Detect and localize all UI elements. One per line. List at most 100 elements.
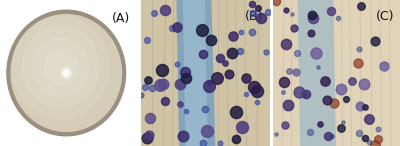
Point — [372, 144, 379, 146]
Text: (C): (C) — [375, 10, 394, 23]
Point — [159, 69, 166, 71]
Point — [217, 142, 224, 144]
Point — [146, 134, 152, 137]
Point — [375, 128, 381, 130]
Point — [280, 91, 286, 93]
Point — [374, 138, 381, 140]
Point — [338, 127, 344, 129]
Point — [356, 48, 362, 50]
Point — [183, 110, 189, 112]
Point — [144, 39, 150, 41]
Point — [286, 70, 292, 72]
Circle shape — [11, 15, 122, 131]
Circle shape — [22, 26, 99, 108]
Point — [233, 111, 239, 113]
Point — [200, 142, 206, 144]
Text: (B): (B) — [245, 10, 264, 23]
Point — [254, 101, 260, 103]
Point — [343, 98, 349, 100]
Point — [201, 108, 208, 110]
Point — [321, 79, 328, 82]
Point — [315, 66, 322, 68]
Circle shape — [33, 38, 88, 96]
Point — [230, 34, 236, 37]
Point — [340, 121, 346, 123]
Point — [151, 12, 157, 15]
Point — [265, 11, 271, 13]
Point — [288, 13, 295, 15]
Point — [309, 16, 316, 19]
Point — [182, 71, 188, 73]
Circle shape — [7, 10, 126, 136]
Point — [243, 77, 250, 79]
Point — [162, 100, 168, 102]
Polygon shape — [298, 0, 336, 146]
Point — [251, 86, 257, 88]
Point — [338, 88, 344, 90]
Point — [335, 16, 341, 19]
Point — [200, 53, 206, 55]
Point — [159, 83, 166, 86]
Point — [327, 10, 334, 13]
Circle shape — [12, 16, 109, 118]
Point — [145, 79, 152, 81]
Point — [182, 77, 189, 80]
Point — [366, 118, 372, 121]
Point — [208, 39, 214, 42]
Point — [138, 94, 144, 96]
Point — [317, 123, 324, 125]
Point — [381, 65, 388, 68]
Point — [358, 5, 364, 7]
Point — [180, 135, 186, 138]
Circle shape — [64, 70, 69, 76]
Point — [142, 86, 148, 88]
Text: (A): (A) — [112, 12, 130, 25]
Point — [362, 137, 368, 139]
Point — [250, 12, 256, 14]
Point — [366, 141, 372, 143]
Point — [249, 31, 255, 33]
Point — [222, 62, 228, 64]
Point — [296, 91, 302, 93]
Point — [281, 81, 287, 83]
Point — [147, 117, 154, 119]
Polygon shape — [183, 0, 208, 146]
Point — [204, 130, 211, 132]
Circle shape — [44, 50, 77, 85]
Point — [238, 31, 244, 33]
Point — [243, 92, 250, 95]
Point — [308, 32, 314, 34]
Point — [263, 51, 270, 53]
Point — [236, 50, 243, 52]
Point — [216, 57, 223, 59]
Point — [309, 13, 315, 16]
Point — [149, 87, 155, 89]
Point — [331, 101, 338, 104]
Point — [349, 80, 356, 82]
Point — [356, 105, 363, 107]
Point — [161, 9, 168, 11]
Point — [168, 27, 175, 29]
Point — [249, 2, 255, 5]
Point — [282, 42, 289, 45]
Point — [356, 132, 362, 134]
Point — [254, 89, 260, 92]
Point — [198, 29, 205, 32]
Point — [291, 27, 298, 29]
Point — [329, 135, 335, 137]
Point — [239, 126, 245, 128]
Point — [293, 71, 299, 73]
Point — [324, 99, 330, 101]
Point — [301, 93, 307, 96]
Point — [174, 26, 180, 29]
Point — [177, 103, 184, 105]
Point — [285, 104, 292, 106]
Point — [255, 7, 262, 9]
Point — [273, 0, 279, 2]
Point — [226, 73, 232, 75]
Point — [325, 135, 331, 137]
Point — [355, 62, 361, 65]
Point — [258, 16, 264, 19]
Polygon shape — [176, 0, 215, 146]
Point — [214, 77, 221, 79]
